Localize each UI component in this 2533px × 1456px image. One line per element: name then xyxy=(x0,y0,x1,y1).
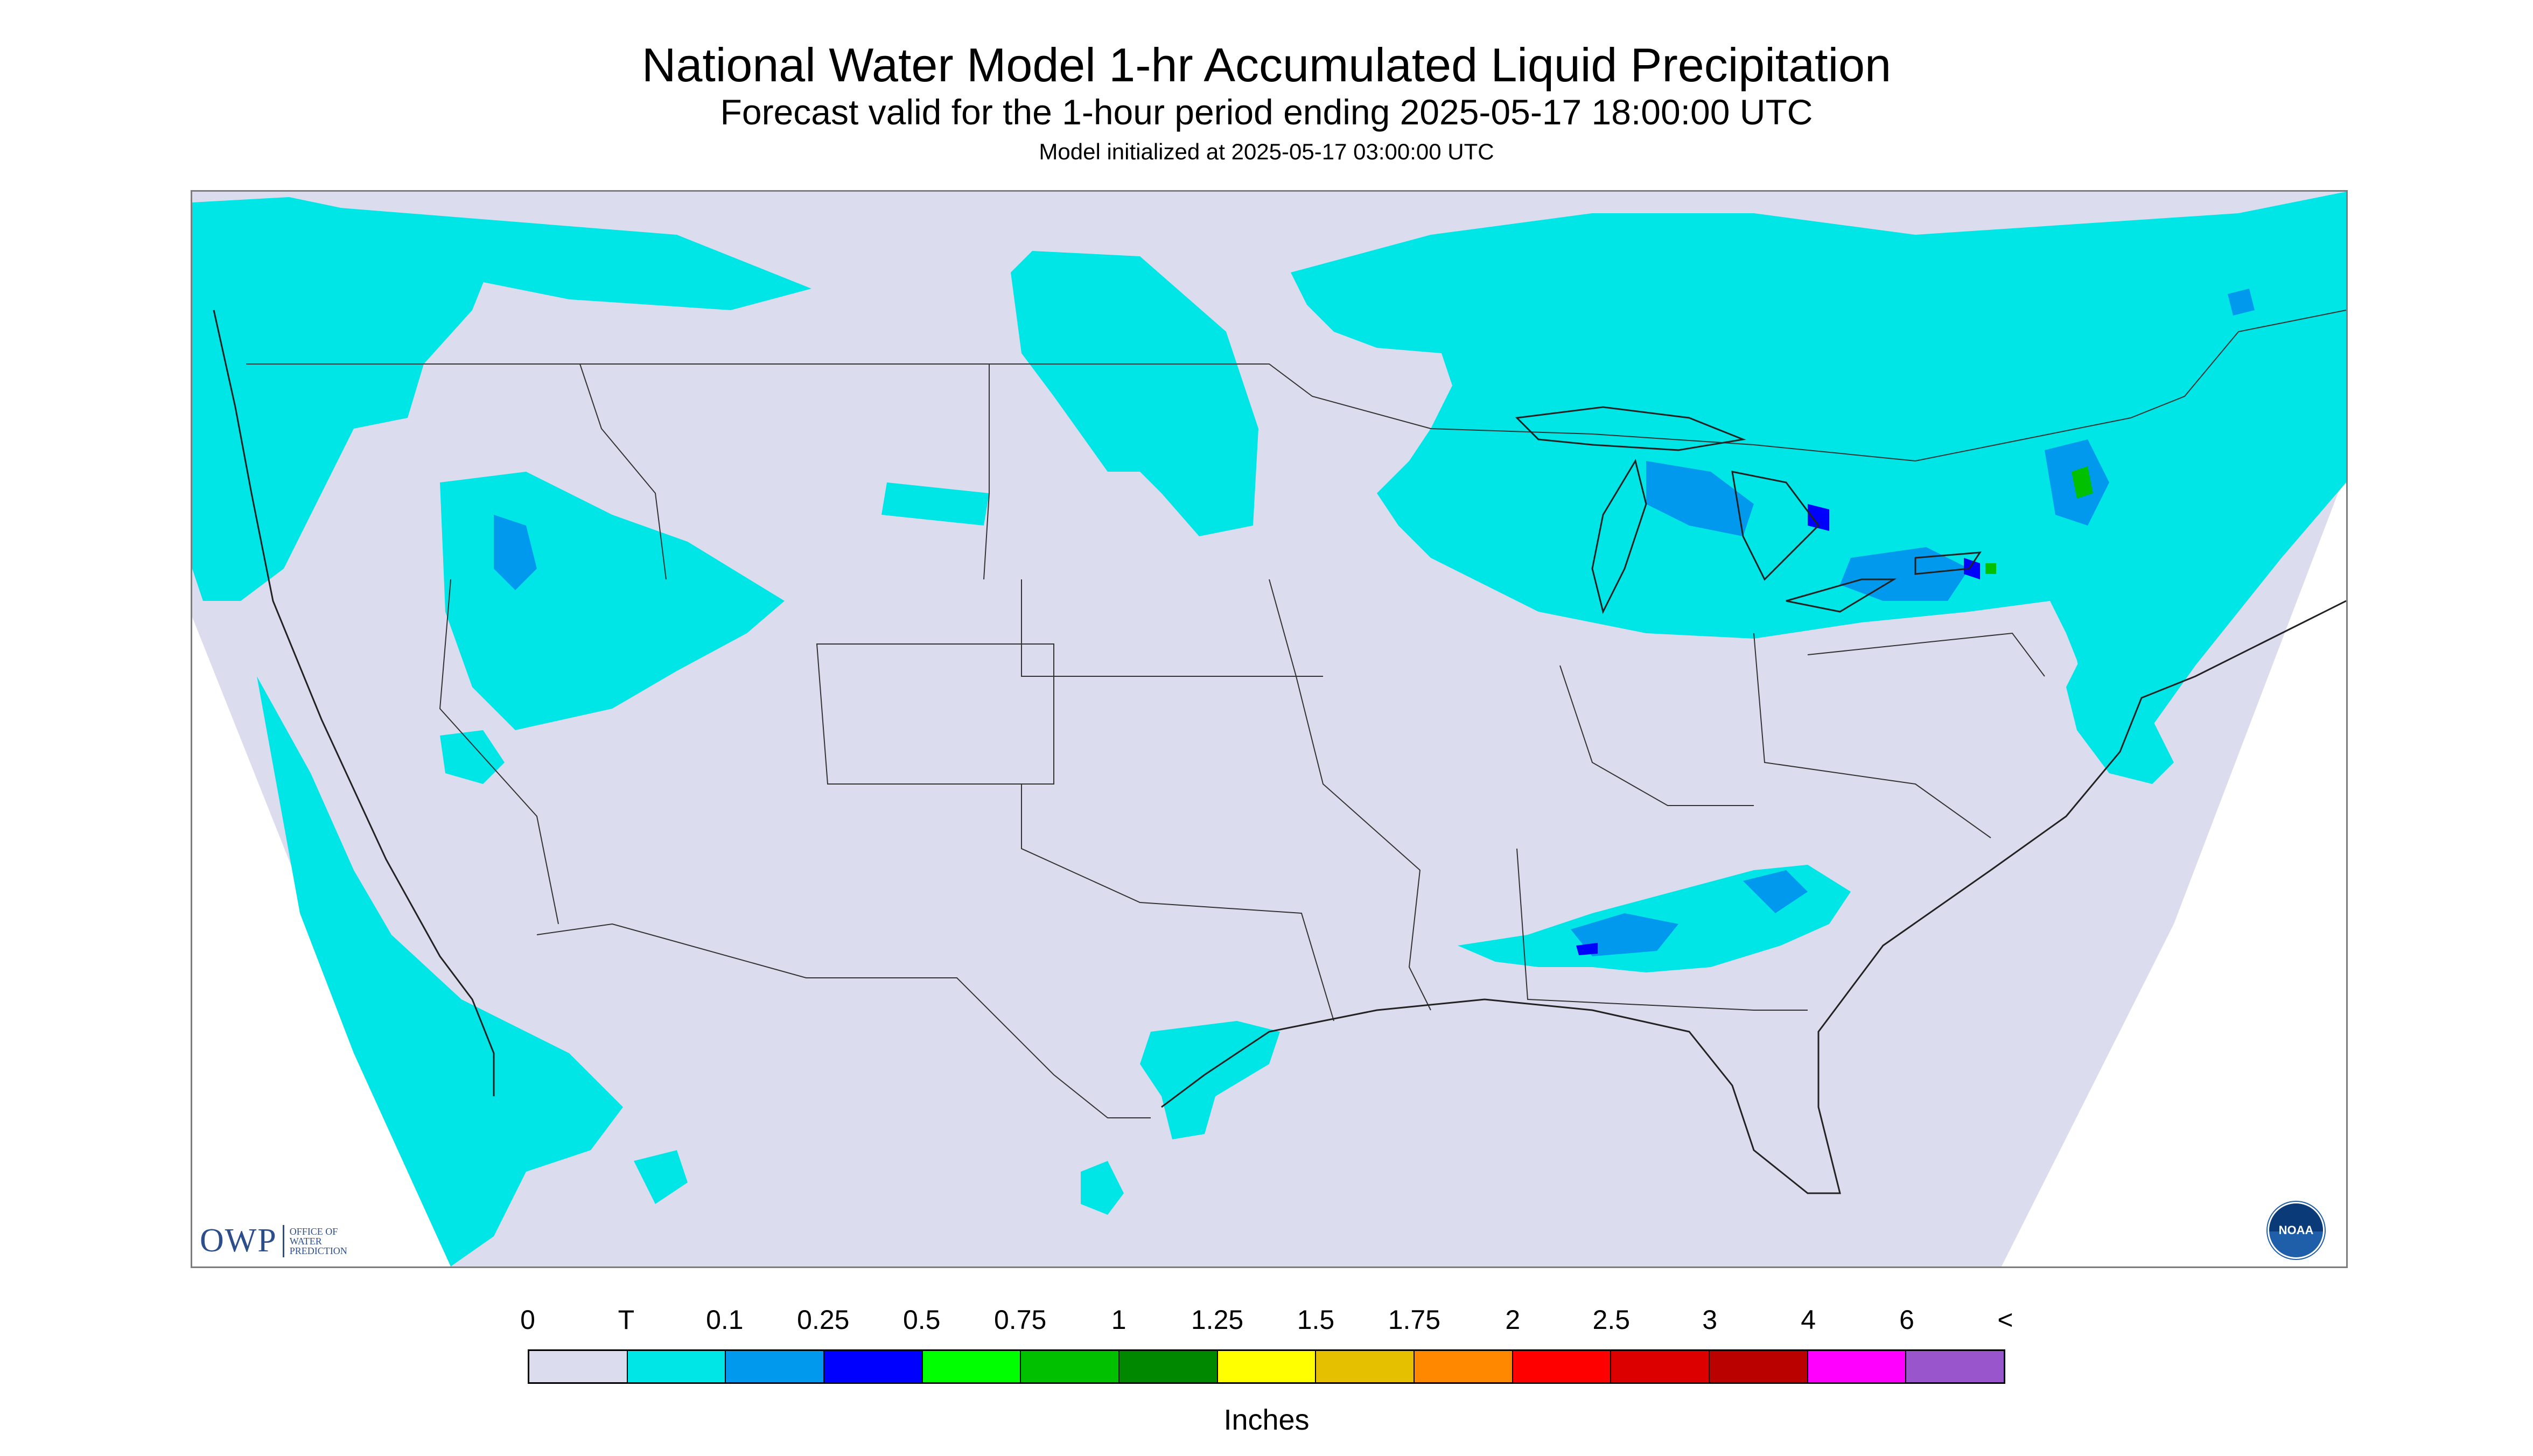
legend-tick-label: 6 xyxy=(1899,1305,1914,1335)
boundary-appalachia xyxy=(1753,633,1991,838)
legend-tick-label: 0.75 xyxy=(993,1305,1047,1335)
legend-swatch xyxy=(1316,1351,1415,1382)
legend-tick-label: 2.5 xyxy=(1592,1305,1631,1335)
chart-title: National Water Model 1-hr Accumulated Li… xyxy=(641,38,1892,92)
legend-swatch xyxy=(1513,1351,1612,1382)
precip-area-dakotas xyxy=(1011,251,1258,536)
precip-area-pacific-nw xyxy=(192,197,494,601)
precip-area-montana-north xyxy=(273,202,811,310)
legend-swatch xyxy=(922,1351,1021,1382)
legend-swatch xyxy=(1415,1351,1513,1382)
boundary-kansas xyxy=(1021,579,1323,677)
coastlines xyxy=(213,310,2346,1194)
atlantic-coastline xyxy=(1990,600,2346,871)
precip-moderate-ny xyxy=(1964,558,1980,579)
boundary-ny-pa xyxy=(1807,632,2045,677)
legend-swatch xyxy=(1217,1351,1317,1382)
precip-area-ontario xyxy=(1291,192,2346,768)
legend-tick-label: < xyxy=(1997,1305,2013,1335)
boundary-colorado xyxy=(816,643,1054,785)
boundary-ca-nv xyxy=(439,579,559,925)
precip-area-mid-atlantic xyxy=(2066,644,2174,784)
lake-superior xyxy=(1515,406,1746,451)
owp-logo: OWP OFFICE OF WATER PREDICTION xyxy=(200,1222,347,1260)
precip-area-oaxaca xyxy=(1081,1161,1124,1215)
precip-area-gulf-texas xyxy=(1140,1021,1280,1139)
precip-light-idaho xyxy=(494,515,537,590)
legend-units: Inches xyxy=(1223,1404,1310,1436)
legend-swatch xyxy=(627,1351,726,1382)
boundary-southeast xyxy=(1516,848,1808,1011)
precip-light-sc xyxy=(1743,870,1808,913)
precip-light-quebec xyxy=(2228,289,2255,316)
boundary-mt-id xyxy=(579,363,667,580)
owp-logo-text: OWP xyxy=(200,1222,277,1259)
legend-tick-label: 1.5 xyxy=(1297,1305,1335,1335)
legend-tick-label: 1.25 xyxy=(1191,1305,1244,1335)
precip-heavy-layer xyxy=(1985,466,2093,574)
out-of-domain-right xyxy=(2002,472,2346,1266)
model-init-label: Model initialized at 2025-05-17 03:00:00… xyxy=(1039,139,1494,164)
forecast-valid-subtitle: Forecast valid for the 1-hour period end… xyxy=(720,92,1813,132)
legend-swatch xyxy=(529,1351,628,1382)
legend-swatch xyxy=(1710,1351,1808,1382)
precip-area-baja-islands xyxy=(634,1150,688,1204)
precip-moderate-carolinas xyxy=(1576,943,1598,955)
legend-tick-label: 1.75 xyxy=(1388,1305,1441,1335)
precip-light-ny xyxy=(1840,547,1969,601)
lake-erie xyxy=(1786,578,1897,613)
legend-tick-label: 4 xyxy=(1801,1305,1816,1335)
legend-colorbar xyxy=(528,1349,2005,1384)
boundary-mississippi-river xyxy=(1269,579,1431,1011)
pacific-coastline xyxy=(213,310,495,1096)
precip-light-great-lakes xyxy=(1646,461,1754,536)
precip-area-nevada xyxy=(440,730,505,784)
precip-moderate-layer xyxy=(1576,504,1980,955)
legend-tick-label: 1 xyxy=(1111,1305,1126,1335)
state-boundaries xyxy=(246,310,2346,1118)
legend-tick-label: 0.25 xyxy=(797,1305,850,1335)
out-of-domain-left xyxy=(192,192,451,1266)
legend-swatch xyxy=(1906,1351,2004,1382)
legend-tick-label: 0 xyxy=(520,1305,535,1335)
precip-moderate-lake-huron xyxy=(1808,504,1829,531)
legend-tick-label: 3 xyxy=(1702,1305,1718,1335)
precip-area-southeast xyxy=(1458,865,1851,972)
boundary-ohio xyxy=(1559,665,1754,806)
precip-area-montana-band xyxy=(881,482,989,526)
legend-swatch xyxy=(1611,1351,1710,1382)
precip-heavy-ny xyxy=(1985,563,1996,574)
canada-us-border xyxy=(246,310,2346,462)
precip-heavy-vermont xyxy=(2072,466,2093,499)
precip-light-layer xyxy=(494,289,2255,956)
lake-michigan xyxy=(1591,459,1647,614)
noaa-logo: NOAA xyxy=(2268,1202,2325,1259)
legend-tick-label: 2 xyxy=(1505,1305,1521,1335)
map-canvas xyxy=(192,192,2346,1266)
legend-labels: 0 T 0.1 0.25 0.5 0.75 1 1.25 1.5 1.75 2 2.5 3 4 6 < xyxy=(0,1304,2533,1336)
lake-huron xyxy=(1731,471,1820,581)
precip-trace-layer xyxy=(192,192,2346,1266)
legend-tick-label: 0.5 xyxy=(902,1305,941,1335)
legend-swatch xyxy=(1021,1351,1120,1382)
precip-area-pacific-coast xyxy=(257,676,623,1266)
mexico-us-border xyxy=(536,923,1151,1118)
legend-swatch xyxy=(1808,1351,1907,1382)
boundary-nd-sd xyxy=(983,364,990,580)
precipitation-map[interactable]: OWP OFFICE OF WATER PREDICTION NOAA xyxy=(191,190,2348,1268)
legend-swatch xyxy=(1119,1351,1218,1382)
owp-logo-subtext: OFFICE OF WATER PREDICTION xyxy=(289,1226,347,1256)
legend-swatch xyxy=(726,1351,825,1382)
gulf-coastline xyxy=(1161,869,1991,1194)
legend-tick-label: 0.1 xyxy=(706,1305,744,1335)
legend-swatch xyxy=(824,1351,923,1382)
legend-tick-label: T xyxy=(618,1305,635,1335)
boundary-texas xyxy=(1021,784,1334,1021)
lake-ontario xyxy=(1914,551,1982,575)
